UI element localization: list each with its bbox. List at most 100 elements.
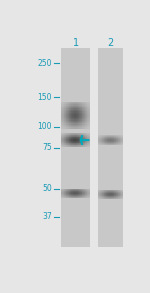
Bar (113, 135, 114, 136)
Bar (89, 108, 90, 110)
Bar (73, 137, 74, 138)
Bar (85, 133, 86, 134)
Bar (63, 106, 64, 107)
Bar (83, 137, 84, 138)
Bar (69, 104, 70, 106)
Bar (68, 114, 69, 115)
Bar (69, 119, 70, 121)
Bar (64, 115, 65, 117)
Bar (63, 189, 64, 190)
Bar (71, 146, 72, 147)
Bar (72, 135, 73, 136)
Bar (89, 140, 90, 141)
Bar (81, 195, 82, 196)
Bar (116, 136, 117, 137)
Bar (80, 110, 81, 111)
Bar (104, 135, 105, 136)
Bar (75, 102, 76, 103)
Bar (87, 193, 88, 194)
Bar (88, 138, 89, 139)
Bar (70, 117, 71, 118)
Bar (99, 195, 100, 196)
Bar (78, 139, 79, 140)
Bar (64, 191, 65, 192)
Bar (108, 143, 109, 144)
Bar (84, 138, 85, 139)
Bar (64, 119, 65, 121)
Bar (82, 137, 83, 138)
Bar (89, 195, 90, 196)
Bar (76, 106, 77, 107)
Bar (105, 143, 106, 144)
Bar (117, 143, 118, 144)
Bar (71, 106, 72, 107)
Bar (72, 142, 73, 143)
Bar (68, 113, 69, 114)
Bar (65, 145, 66, 146)
Bar (67, 191, 68, 192)
Bar (81, 144, 82, 145)
Bar (79, 136, 80, 137)
Bar (103, 140, 104, 141)
Bar (109, 190, 110, 191)
Bar (73, 117, 74, 118)
Bar (82, 110, 83, 111)
Bar (103, 193, 104, 194)
Bar (84, 123, 85, 125)
Bar (73, 123, 74, 125)
Bar (77, 106, 78, 107)
Bar (84, 127, 85, 129)
Bar (66, 145, 67, 146)
Bar (74, 134, 75, 135)
Bar (70, 189, 71, 190)
Bar (118, 139, 119, 140)
Bar (68, 145, 69, 146)
Bar (101, 142, 102, 143)
Bar (81, 127, 82, 129)
Bar (65, 189, 66, 190)
Bar (83, 133, 84, 134)
Bar (120, 142, 121, 143)
Bar (109, 140, 110, 141)
Bar (82, 115, 83, 117)
Bar (84, 193, 85, 194)
Bar (62, 135, 63, 136)
Bar (98, 140, 99, 141)
Bar (61, 119, 62, 121)
Bar (107, 141, 108, 142)
Bar (64, 143, 65, 144)
Bar (70, 136, 71, 137)
Bar (75, 106, 76, 107)
Bar (62, 144, 63, 145)
Bar (82, 141, 83, 142)
Bar (87, 103, 88, 104)
Bar (73, 139, 74, 140)
Bar (69, 193, 70, 194)
Bar (77, 193, 78, 194)
Bar (71, 107, 72, 108)
Bar (101, 136, 102, 137)
Bar (98, 47, 123, 247)
Bar (80, 113, 81, 114)
Bar (67, 146, 68, 147)
Bar (68, 135, 69, 136)
Bar (83, 125, 84, 126)
Bar (99, 197, 100, 198)
Bar (70, 122, 71, 123)
Bar (85, 126, 86, 127)
Bar (67, 140, 68, 141)
Bar (111, 195, 112, 196)
Bar (85, 140, 86, 141)
Bar (88, 146, 89, 147)
Bar (74, 121, 75, 122)
Bar (76, 103, 77, 104)
Bar (116, 194, 117, 195)
Bar (100, 142, 101, 143)
Bar (99, 144, 100, 145)
Bar (118, 135, 119, 136)
Bar (71, 138, 72, 139)
Bar (89, 125, 90, 126)
Bar (119, 195, 120, 196)
Bar (82, 118, 83, 119)
Bar (68, 110, 69, 111)
